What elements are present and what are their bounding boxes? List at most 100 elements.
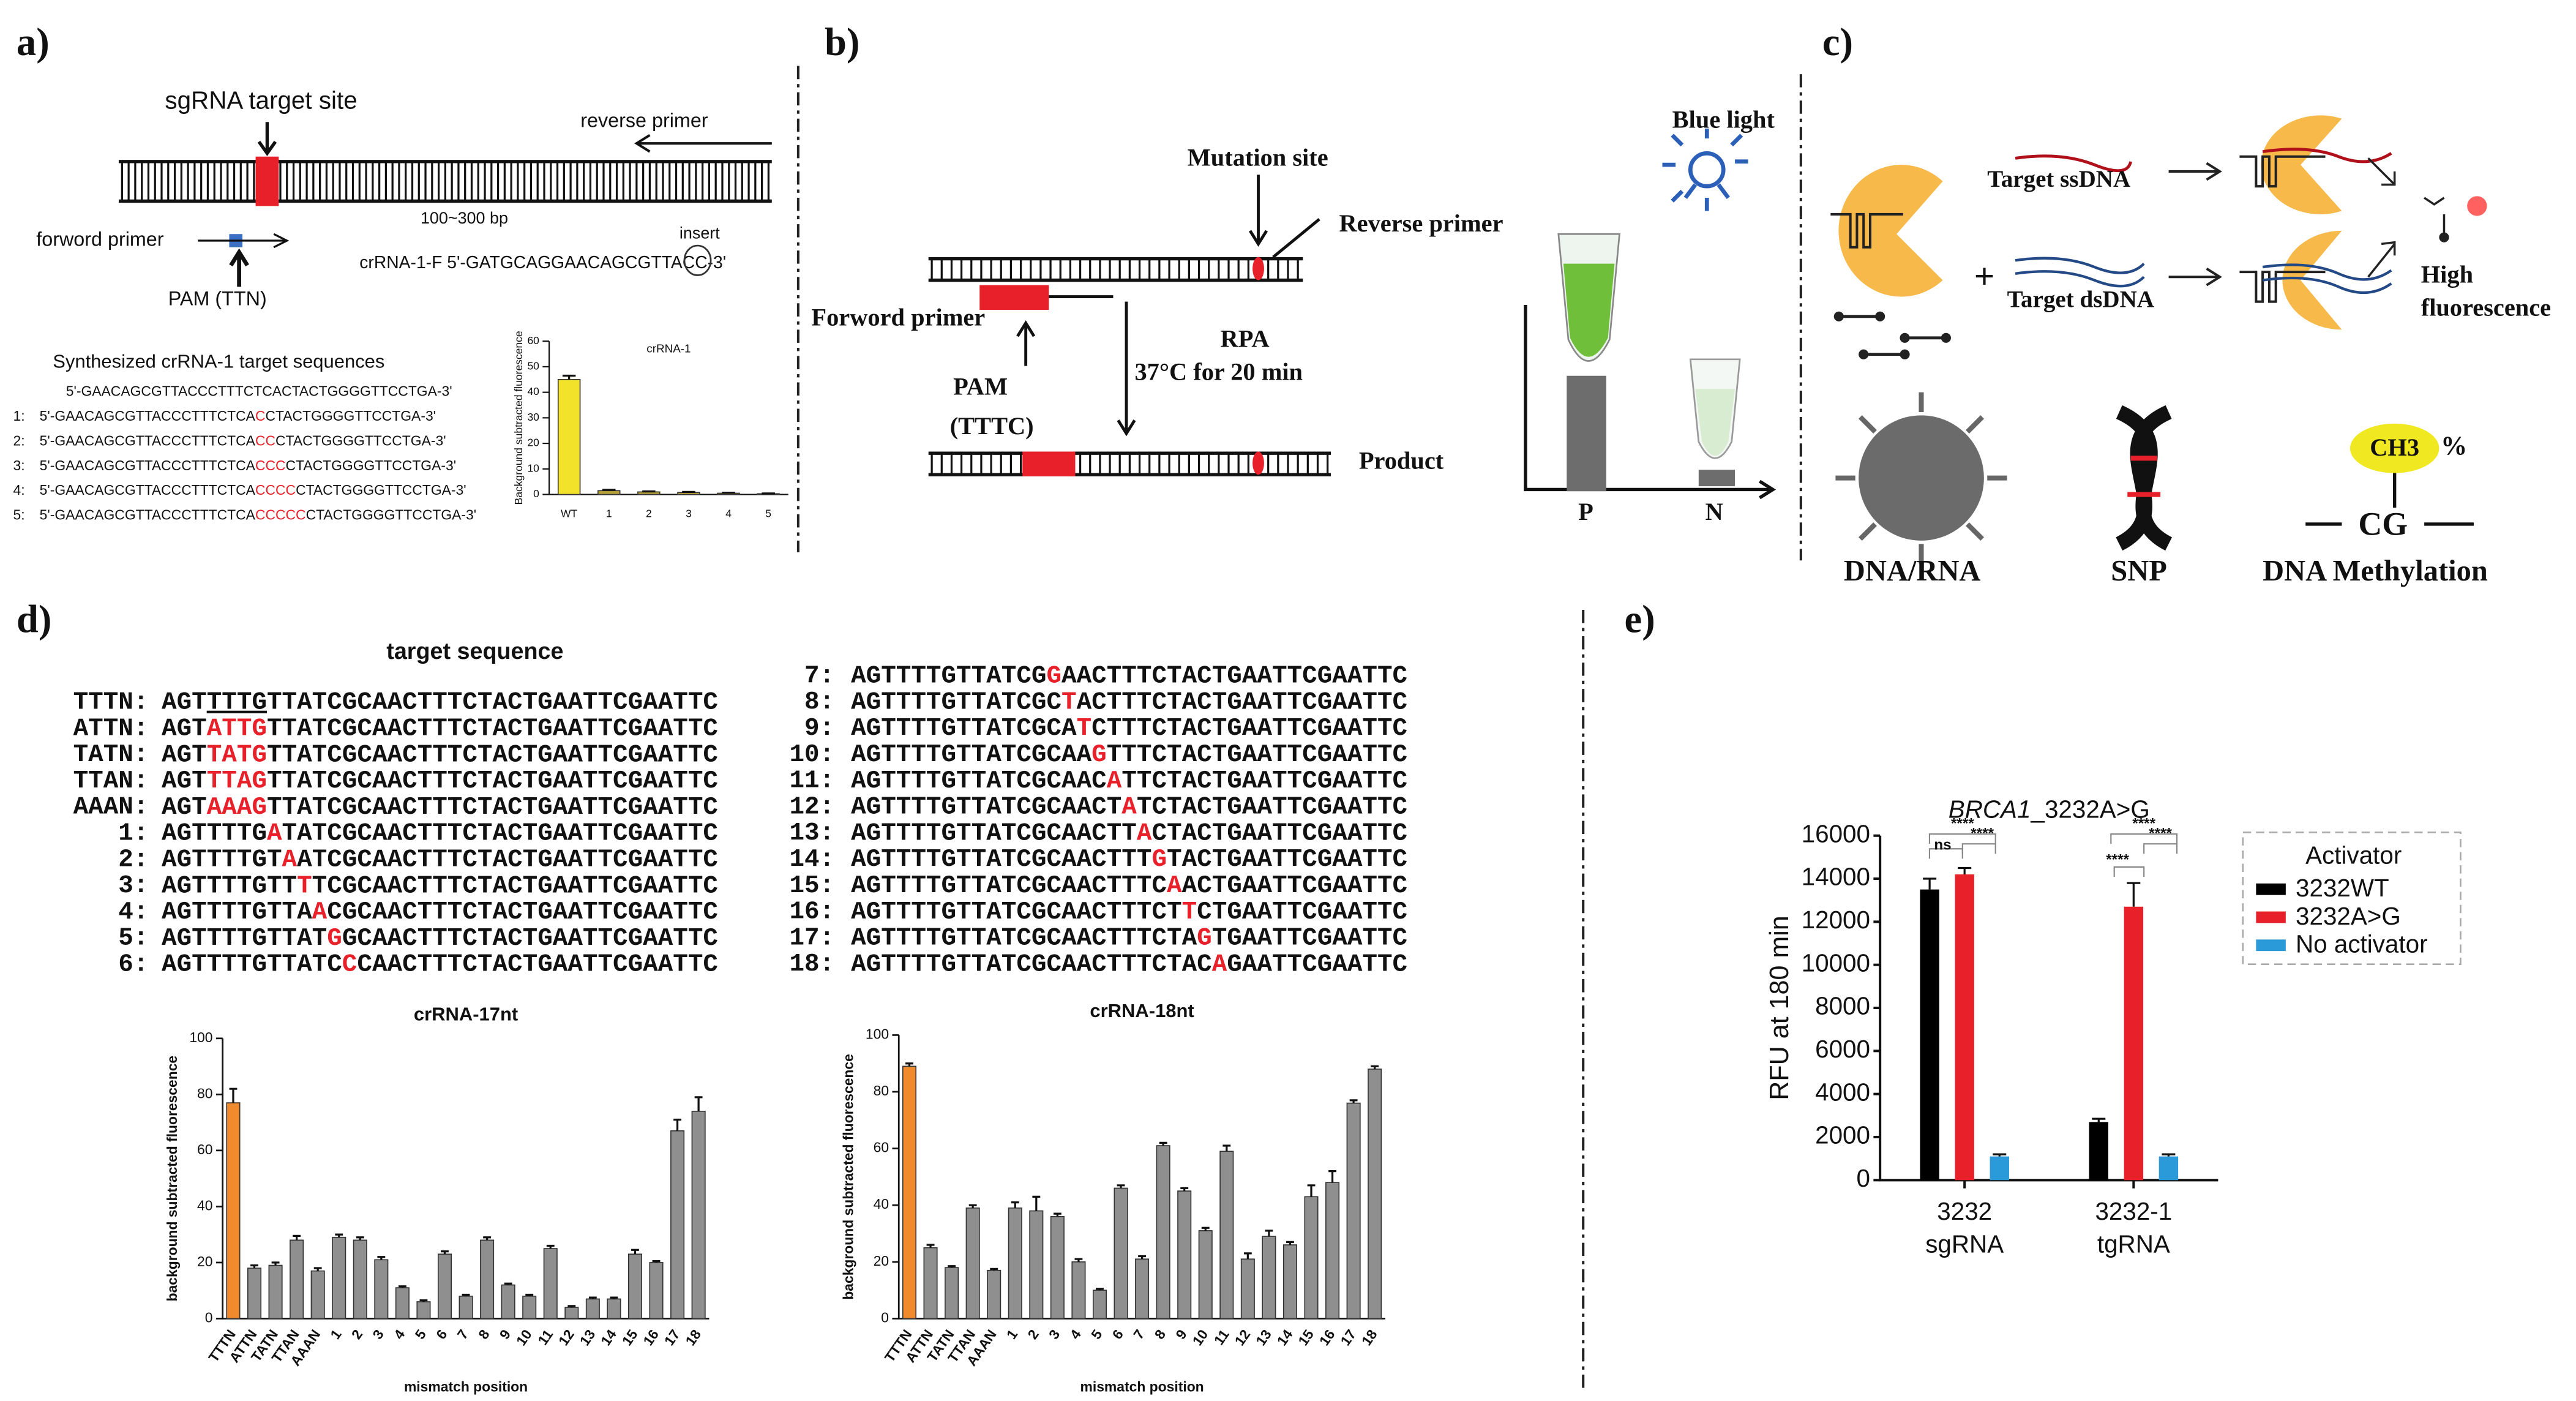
circle xyxy=(683,244,712,276)
label: Reverse primer xyxy=(1339,209,1503,237)
bar xyxy=(501,1284,515,1320)
bar xyxy=(226,1102,241,1320)
error-bar xyxy=(377,1256,386,1260)
error-bar xyxy=(504,1282,512,1285)
sequence-part: TCGCAACTTTCTACTGAATTCGAATTC xyxy=(312,872,718,900)
sequences: TTTN: AGTTTTGTTATCGCAACTTTCTACTGAATTCGAAT… xyxy=(73,662,1407,978)
sequence-part: C xyxy=(255,408,266,424)
x-tick-label: 5 xyxy=(765,507,771,519)
label: Forword primer xyxy=(811,303,985,331)
sequence-part: CTACTGGGGTTCCTGA-3' xyxy=(296,482,466,498)
y-tick-label: 16000 xyxy=(1802,819,1870,847)
x-tick-label: 8 xyxy=(475,1326,493,1342)
arrow xyxy=(2168,162,2222,287)
error-bar xyxy=(722,491,735,494)
y-tick-label: 40 xyxy=(197,1197,212,1213)
bracket xyxy=(2143,843,2178,854)
sequence-part: G xyxy=(1197,924,1212,952)
error-bar xyxy=(610,1296,618,1299)
bar xyxy=(374,1259,389,1320)
sequence-part: A xyxy=(1167,872,1182,900)
sequence: AGTTTAGTTATCGCAACTTTCTACTGAATTCGAATTC xyxy=(162,767,718,795)
bar xyxy=(353,1239,367,1320)
bar xyxy=(332,1236,346,1320)
sequence-part: ATCGCAACTTTCTACTGAATTCGAATTC xyxy=(297,846,718,874)
sequence-part: CTACTGGGGTTCCTGA-3' xyxy=(265,408,436,424)
sequence-part: 5'-GAACAGCGTTACCCTTTCTCA xyxy=(40,507,256,523)
bar xyxy=(987,1269,1002,1320)
error-bar xyxy=(1032,1195,1041,1211)
x-tick-label: 7 xyxy=(454,1326,471,1342)
row-label: 8: xyxy=(804,688,834,716)
y-tick-label: 40 xyxy=(527,385,539,397)
y-tick-label: 8000 xyxy=(1815,992,1870,1020)
x-tick-label: 14 xyxy=(1274,1326,1296,1348)
error-bar xyxy=(1222,1144,1231,1152)
y-tick-label: 6000 xyxy=(1815,1035,1870,1063)
sequence: AGTTTTGTTATCGGAACTTTCTACTGAATTCGAATTC xyxy=(851,662,1407,690)
dna xyxy=(928,257,1303,282)
bar xyxy=(2089,1122,2108,1181)
sequence-part: TCTACTGAATTCGAATTC xyxy=(1137,793,1407,821)
sequence-part: ACTGAATTCGAATTC xyxy=(1182,872,1408,900)
sequence-part: C xyxy=(342,951,358,979)
cut xyxy=(2424,197,2446,235)
sequence-part: AGTTTTGTTATCGCAACT xyxy=(851,793,1121,821)
bar xyxy=(945,1267,959,1320)
x-tick-label: 3 xyxy=(686,507,692,519)
y-tick-label: 4000 xyxy=(1815,1078,1870,1106)
x-tick-label: 2 xyxy=(348,1326,366,1342)
error-bar xyxy=(652,1260,661,1263)
panel-label: e) xyxy=(1625,596,1655,641)
x-axis-label: mismatch position xyxy=(1080,1379,1204,1395)
label: crRNA-1-F 5'-GATGCAGGAACAGCGTTACC-3' xyxy=(359,252,726,272)
y-axis-label: RFU at 180 min xyxy=(1765,915,1794,1100)
bar xyxy=(585,1298,600,1320)
sequence-part: TACTGAATTCGAATTC xyxy=(1167,846,1407,874)
title-part: BRCA1 xyxy=(1949,795,2031,823)
reporter xyxy=(2439,232,2449,242)
x-tick-label: 1 xyxy=(606,507,612,519)
label: PAM (TTN) xyxy=(168,287,267,309)
label: insert xyxy=(680,223,720,242)
sequence-part: AGTTTTGTTATCGCAACTTTCTAC xyxy=(851,950,1212,978)
sequence: AGTTTTGTTATCGCAACTATCTACTGAATTCGAATTC xyxy=(851,793,1407,821)
bar xyxy=(416,1301,431,1320)
sequence: 5'-GAACAGCGTTACCCTTTCTCACCCCCTACTGGGGTTC… xyxy=(40,482,466,498)
arrow xyxy=(198,233,290,249)
sequence: AGTTTTGTTTTCGCAACTTTCTACTGAATTCGAATTC xyxy=(162,872,718,900)
bar xyxy=(1262,1236,1276,1320)
arrow xyxy=(257,122,277,156)
sequence-part: T xyxy=(1182,898,1197,926)
sequence-part: TTATCGCAACTTTCTACTGAATTCGAATTC xyxy=(267,689,718,717)
x-tick-label: 15 xyxy=(619,1326,641,1348)
sequence: AGTTTTGTTATCGCAACTTTCTACTGAATTCGAATTC xyxy=(162,689,718,717)
row-label: 5: xyxy=(13,507,25,523)
y-axis-label: background subtracted fluorescence xyxy=(840,1054,856,1300)
legend-swatch xyxy=(2256,883,2286,895)
error-bar xyxy=(905,1062,913,1067)
sequence-part: AGTTTTGTT xyxy=(162,872,297,900)
x-tick-label: 9 xyxy=(1172,1326,1190,1342)
label: Target dsDNA xyxy=(2007,287,2154,313)
y-axis-label: background subtracted fluorescence xyxy=(164,1056,180,1302)
label: DNA/RNA xyxy=(1844,555,1981,587)
x-tick-label: sgRNA xyxy=(1925,1230,2004,1258)
error-bar xyxy=(2162,1153,2176,1157)
sequence: AGTATTGTTATCGCAACTTTCTACTGAATTCGAATTC xyxy=(162,715,718,743)
arrow xyxy=(229,248,249,287)
label: Blue light xyxy=(1672,105,1775,133)
chart-title: BRCA1_3232A>G xyxy=(1949,795,2150,823)
error-bar xyxy=(1180,1187,1189,1192)
x-tick-label: 3 xyxy=(1046,1326,1063,1342)
significance: **** xyxy=(1971,825,1994,841)
bracket xyxy=(2110,833,2178,844)
bar xyxy=(268,1264,283,1320)
sequence-part: AGTTTTGT xyxy=(162,846,282,874)
sequence-part: AGTTTTGTTATCGCAACTTTCTA xyxy=(851,924,1197,952)
x-tick-label: tgRNA xyxy=(2097,1230,2170,1258)
x-tick-label: 4 xyxy=(391,1326,408,1342)
bar xyxy=(480,1239,495,1320)
row-label: TTAN: xyxy=(73,767,149,795)
x-tick-label: 10 xyxy=(513,1326,535,1348)
